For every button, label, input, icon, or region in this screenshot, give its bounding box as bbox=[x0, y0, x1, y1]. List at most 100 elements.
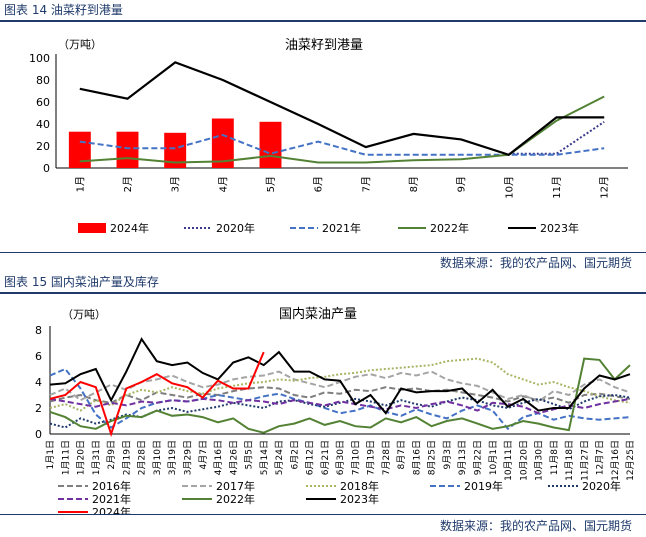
chart1-y-tick-label: 100 bbox=[29, 52, 50, 65]
chart2-x-tick-label: 2月19日 bbox=[121, 440, 132, 475]
chart2-x-tick-label: 2月9日 bbox=[106, 440, 117, 469]
chart2-x-tick-label: 10月1日 bbox=[488, 440, 499, 475]
chart2-x-tick-label: 3月29日 bbox=[183, 440, 194, 475]
chart2-legend-label: 2018年 bbox=[340, 479, 379, 493]
chart1-legend-label: 2024年 bbox=[110, 221, 149, 235]
chart2-legend-label: 2019年 bbox=[464, 479, 503, 493]
chart1-x-tick-label: 10月 bbox=[503, 176, 515, 199]
chart2-x-tick-label: 9月22日 bbox=[473, 440, 484, 475]
figure2-top-rule bbox=[0, 292, 646, 294]
chart2-x-tick-label: 5月5日 bbox=[244, 440, 255, 469]
chart2-series-line bbox=[49, 370, 631, 403]
chart2-x-tick-label: 10月20日 bbox=[518, 440, 529, 481]
chart1-series-line bbox=[508, 120, 605, 155]
chart2-x-tick-label: 8月16日 bbox=[411, 440, 422, 475]
chart2-x-tick-label: 4月7日 bbox=[198, 440, 209, 469]
chart1-series-line bbox=[79, 95, 605, 164]
chart2-x-tick-label: 7月19日 bbox=[366, 440, 377, 475]
chart1-x-tick-label: 5月 bbox=[265, 176, 277, 192]
chart2-series-line bbox=[49, 337, 631, 415]
chart2-x-tick-label: 3月10日 bbox=[152, 440, 163, 475]
chart2-x-tick-label: 1月11日 bbox=[60, 440, 71, 475]
figure2-source: 数据来源：我的农产品网、国元期货 bbox=[439, 519, 632, 533]
chart2-legend-label: 2023年 bbox=[340, 492, 379, 506]
chart2-y-tick-label: 6 bbox=[35, 350, 42, 363]
chart1-bar bbox=[116, 131, 139, 168]
chart2-series-line bbox=[49, 351, 265, 438]
chart2-y-tick-label: 2 bbox=[35, 402, 42, 415]
chart1-x-tick-label: 11月 bbox=[551, 176, 563, 199]
figure1-top-rule bbox=[0, 20, 646, 22]
figure1-bottom-rule bbox=[0, 252, 646, 253]
chart2-x-tick-label: 6月12日 bbox=[305, 440, 316, 475]
chart2-x-tick-label: 5月14日 bbox=[259, 440, 270, 475]
chart1-legend-label: 2023年 bbox=[540, 221, 579, 235]
figure2-bottom-rule bbox=[0, 514, 646, 515]
chart2-series-line bbox=[49, 357, 631, 412]
chart1-bar bbox=[211, 118, 234, 168]
chart2-legend-label: 2016年 bbox=[92, 479, 131, 493]
chart1-x-tick-label: 1月 bbox=[74, 176, 86, 192]
chart1-y-tick-label: 80 bbox=[36, 74, 50, 87]
chart2-x-tick-label: 9月13日 bbox=[457, 440, 468, 475]
chart2-x-tick-label: 12月16日 bbox=[610, 440, 621, 481]
figure2-caption-text: 图表 15 国内菜油产量及库存 bbox=[4, 275, 159, 289]
chart2-x-tick-label: 11月18日 bbox=[564, 440, 575, 481]
chart2-x-tick-label: 7月10日 bbox=[350, 440, 361, 475]
chart2-x-tick-label: 1月20日 bbox=[76, 440, 87, 475]
chart2-x-tick-label: 12月25日 bbox=[625, 440, 636, 481]
chart1-y-tick-label: 60 bbox=[36, 96, 50, 109]
chart1-bar bbox=[68, 131, 91, 168]
chart1-x-tick-label: 9月 bbox=[456, 176, 468, 192]
chart2-y-tick-label: 8 bbox=[35, 324, 42, 337]
chart2-series-line bbox=[49, 386, 631, 404]
chart2-x-tick-label: 5月24日 bbox=[274, 440, 285, 475]
chart1-x-tick-label: 3月 bbox=[170, 176, 182, 192]
chart1-y-unit: （万吨） bbox=[58, 38, 102, 51]
chart1-y-tick-label: 0 bbox=[43, 162, 50, 175]
chart2-x-tick-label: 2月28日 bbox=[137, 440, 148, 475]
chart2-series-line bbox=[49, 393, 631, 429]
chart2-x-tick-label: 1月31日 bbox=[91, 440, 102, 475]
chart2-x-tick-label: 11月8日 bbox=[549, 440, 560, 475]
figure1-source: 数据来源：我的农产品网、国元期货 bbox=[439, 256, 632, 270]
chart1-legend-label: 2021年 bbox=[322, 221, 361, 235]
chart2-y-tick-label: 0 bbox=[35, 428, 42, 441]
chart2-x-tick-label: 8月7日 bbox=[396, 440, 407, 469]
chart2-legend-label: 2017年 bbox=[216, 479, 255, 493]
chart2-x-tick-label: 6月2日 bbox=[289, 440, 300, 469]
chart2-legend-label: 2022年 bbox=[216, 492, 255, 506]
chart2-x-tick-label: 11月27日 bbox=[579, 440, 590, 481]
chart1-x-tick-label: 7月 bbox=[360, 176, 372, 192]
chart1-title: 油菜籽到港量 bbox=[285, 38, 363, 53]
figure2-caption: 图表 15 国内菜油产量及库存 bbox=[0, 272, 646, 292]
chart2-x-tick-label: 7月28日 bbox=[381, 440, 392, 475]
chart-arrival-volume: 油菜籽到港量 （万吨） 0 20 40 60 80 100 1月 2月 3月 4月 5月 6月 7月 8月 9月… bbox=[29, 38, 628, 235]
chart1-bar bbox=[259, 121, 282, 168]
chart2-legend-label: 2024年 bbox=[92, 505, 131, 514]
chart2-legend-label: 2020年 bbox=[582, 479, 621, 493]
chart1-y-tick-label: 20 bbox=[36, 140, 50, 153]
chart1-series-line bbox=[79, 133, 605, 156]
chart2-y-unit: （万吨） bbox=[62, 308, 106, 321]
chart2-x-tick-label: 4月26日 bbox=[228, 440, 239, 475]
chart1-bar bbox=[164, 132, 187, 168]
chart2-x-tick-label: 10月11日 bbox=[503, 440, 514, 481]
chart2-x-tick-label: 1月1日 bbox=[45, 440, 56, 469]
chart2-x-tick-label: 12月7日 bbox=[595, 440, 606, 475]
chart2-title: 国内菜油产量 bbox=[279, 306, 357, 322]
chart2-x-tick-label: 6月30日 bbox=[335, 440, 346, 475]
chart2-x-tick-label: 6月21日 bbox=[320, 440, 331, 475]
chart1-x-tick-label: 8月 bbox=[408, 176, 420, 192]
chart-production: 国内菜油产量 （万吨） 0 2 4 6 8 1月1日 1月11日 1月20日 1月31日 2月9日 2月… bbox=[35, 306, 636, 514]
chart2-y-tick-label: 4 bbox=[35, 376, 42, 389]
chart1-x-tick-label: 12月 bbox=[599, 176, 611, 199]
figure1-caption: 图表 14 油菜籽到港量 bbox=[0, 0, 646, 20]
chart2-legend-label: 2021年 bbox=[92, 492, 131, 506]
chart1-series-line bbox=[79, 61, 605, 157]
chart1-legend-label: 2022年 bbox=[430, 221, 469, 235]
chart1-x-tick-label: 6月 bbox=[313, 176, 325, 192]
chart1-x-tick-label: 2月 bbox=[122, 176, 134, 192]
chart1-legend-label: 2020年 bbox=[216, 221, 255, 235]
chart2-x-tick-label: 9月3日 bbox=[442, 440, 453, 469]
